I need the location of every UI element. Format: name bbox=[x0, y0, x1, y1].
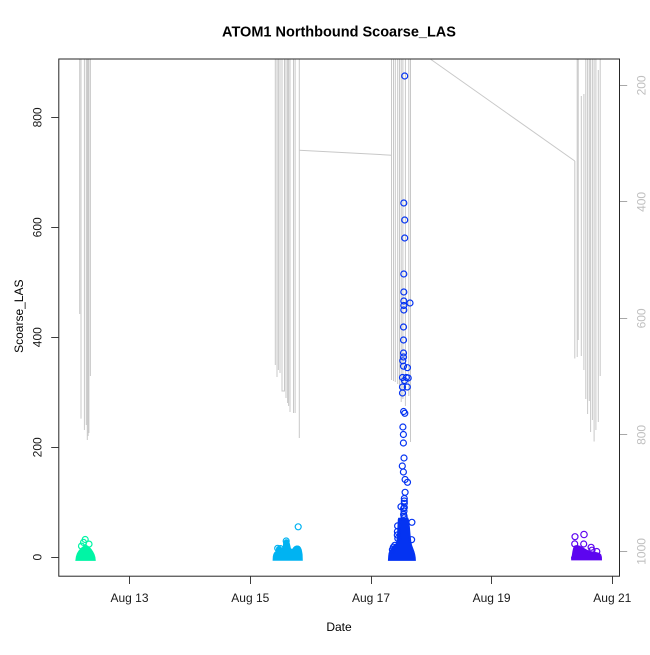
svg-text:0: 0 bbox=[31, 554, 45, 561]
svg-text:Aug 13: Aug 13 bbox=[110, 591, 148, 605]
svg-text:Aug 19: Aug 19 bbox=[473, 591, 511, 605]
svg-text:Aug 15: Aug 15 bbox=[231, 591, 269, 605]
svg-text:Date: Date bbox=[326, 620, 352, 634]
svg-text:600: 600 bbox=[635, 308, 649, 328]
svg-text:400: 400 bbox=[635, 192, 649, 212]
svg-text:600: 600 bbox=[31, 217, 45, 237]
svg-text:Aug 21: Aug 21 bbox=[593, 591, 631, 605]
svg-text:ATOM1 Northbound Scoarse_LAS: ATOM1 Northbound Scoarse_LAS bbox=[222, 25, 456, 41]
svg-text:1000: 1000 bbox=[635, 538, 649, 565]
svg-text:800: 800 bbox=[635, 425, 649, 445]
svg-text:Scoarse_LAS: Scoarse_LAS bbox=[12, 280, 26, 353]
svg-text:800: 800 bbox=[31, 107, 45, 127]
svg-text:200: 200 bbox=[635, 75, 649, 95]
svg-text:400: 400 bbox=[31, 327, 45, 347]
svg-text:Aug 17: Aug 17 bbox=[352, 591, 390, 605]
svg-text:200: 200 bbox=[31, 437, 45, 457]
